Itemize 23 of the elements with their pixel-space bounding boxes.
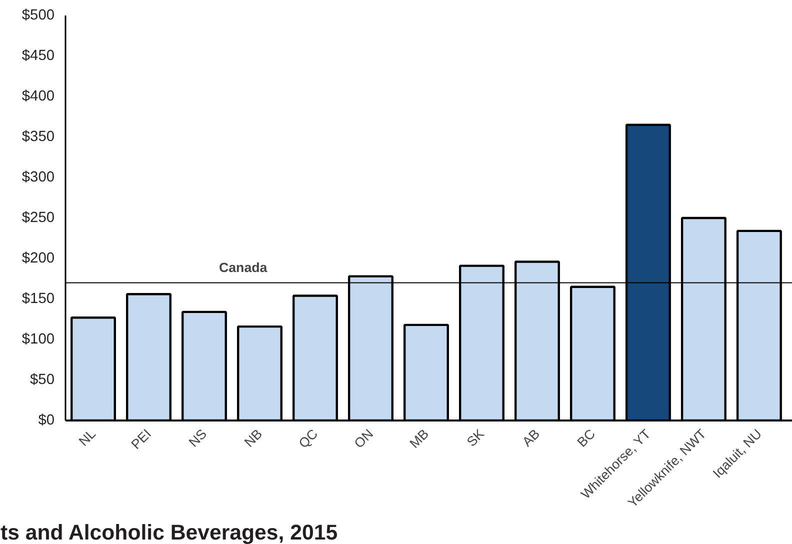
text: ts and Alcoholic Beverages, 2015 <box>0 520 338 544</box>
y-tick-label: $0 <box>38 412 55 428</box>
x-tick-label: BC <box>574 426 598 450</box>
x-tick-label: PEI <box>128 426 154 452</box>
y-tick-label: $50 <box>30 372 55 388</box>
x-tick-label: NL <box>76 426 99 449</box>
y-tick-label: $100 <box>22 332 55 348</box>
y-tick-label: $350 <box>22 129 55 145</box>
y-tick-label: $400 <box>22 88 55 104</box>
x-tick-label: AB <box>519 426 543 450</box>
x-tick-label: NB <box>241 426 266 450</box>
y-tick-label: $200 <box>22 250 55 266</box>
x-tick-label: QC <box>296 426 321 451</box>
y-tick-label: $450 <box>22 48 55 64</box>
x-tick-label: NS <box>186 426 210 450</box>
x-tick-label: MB <box>406 426 432 451</box>
y-tick-label: $150 <box>22 291 55 307</box>
x-tick-label: ON <box>351 426 376 451</box>
x-tick-label: SK <box>464 426 488 450</box>
y-tick-label: $500 <box>22 8 55 24</box>
y-tick-label: $300 <box>22 170 55 186</box>
ref-line-label: Canada <box>219 260 268 275</box>
y-tick-label: $250 <box>22 210 55 226</box>
